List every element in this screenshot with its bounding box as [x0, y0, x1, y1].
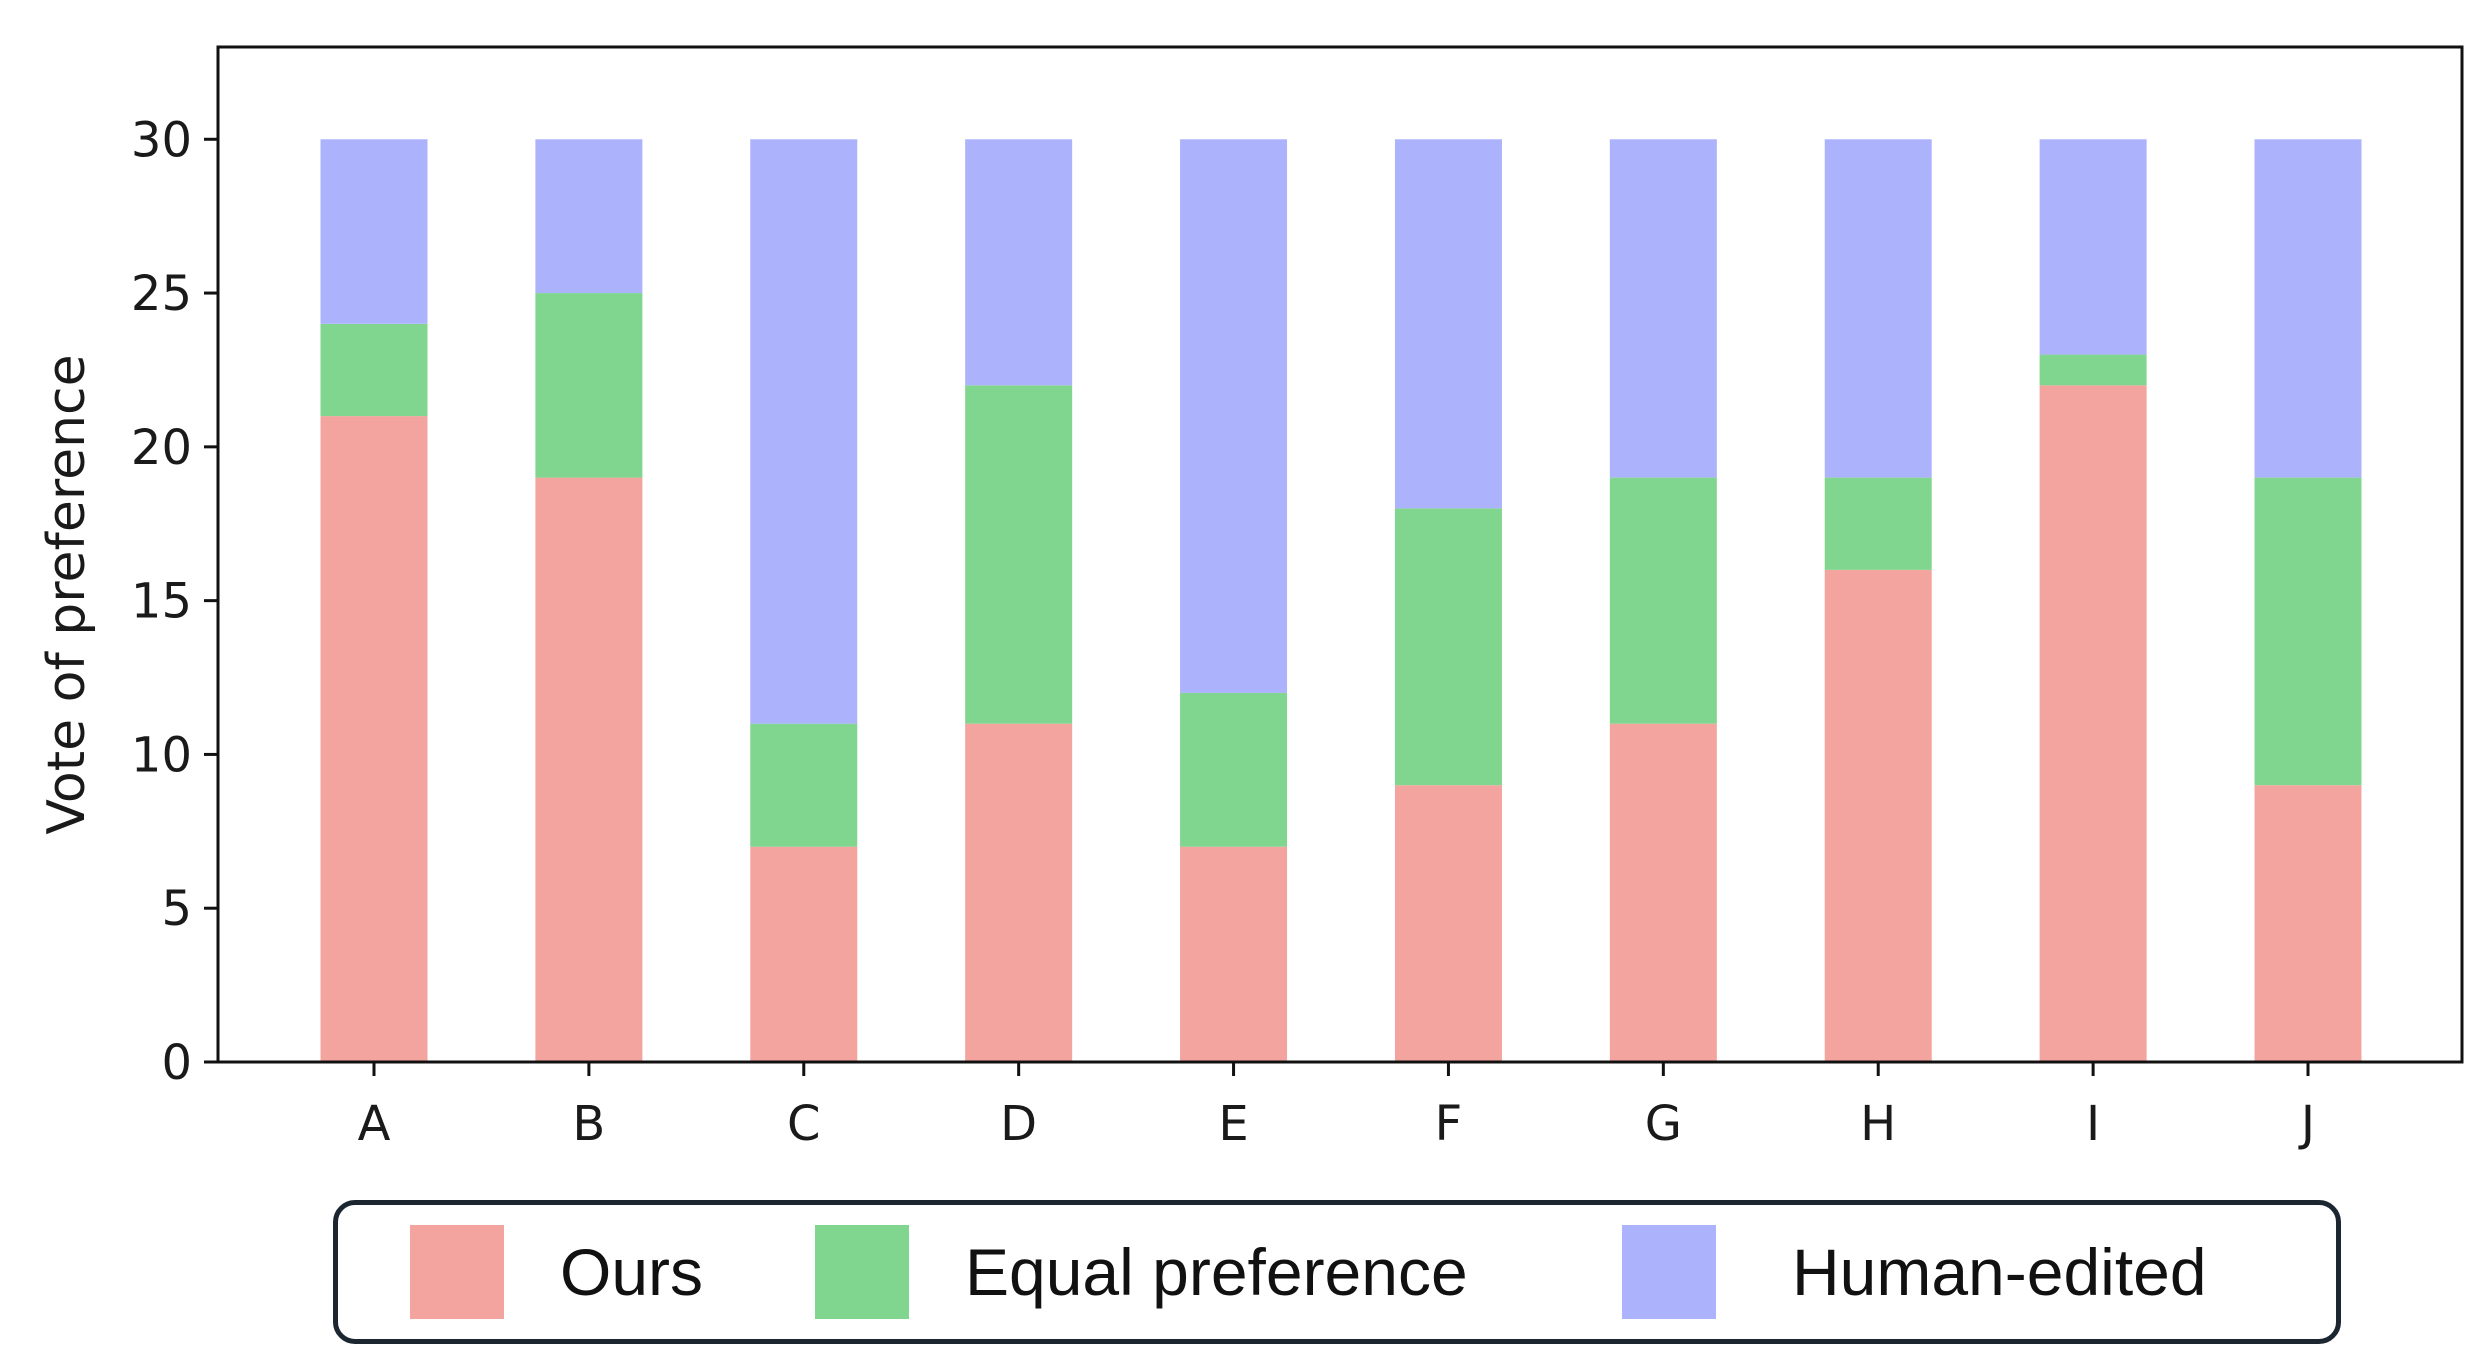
bar-equal-preference-j	[2254, 477, 2362, 786]
bar-human-edited-a	[320, 139, 428, 324]
y-tick-label-20: 20	[131, 420, 192, 476]
legend-swatch-human-edited	[1622, 1225, 1716, 1319]
x-tick-label-h: H	[1860, 1096, 1896, 1152]
bar-ours-a	[320, 416, 428, 1062]
legend-item-equal-preference: Equal preference	[815, 1205, 1468, 1339]
y-tick-label-10: 10	[131, 727, 192, 783]
bar-ours-b	[535, 477, 643, 1062]
y-axis: 0 5 10 15 20 25 30	[131, 112, 218, 1091]
x-tick-label-i: I	[2086, 1096, 2100, 1152]
bar-human-edited-j	[2254, 139, 2362, 478]
stacked-bar-chart: 0 5 10 15 20 25 30 A B C D E F G H I J Vote of preferen…	[37, 45, 2464, 1152]
x-tick-label-j: J	[2298, 1096, 2315, 1152]
legend-swatch-ours	[410, 1225, 504, 1319]
y-tick-label-5: 5	[161, 881, 192, 937]
y-tick-label-0: 0	[161, 1035, 192, 1091]
legend-label-ours: Ours	[560, 1235, 704, 1309]
bar-human-edited-i	[2039, 139, 2147, 355]
legend-swatch-equal-preference	[815, 1225, 909, 1319]
bar-ours-j	[2254, 785, 2362, 1062]
bar-ours-h	[1824, 569, 1932, 1062]
legend-item-ours: Ours	[410, 1205, 703, 1339]
bar-ours-c	[750, 846, 858, 1062]
y-tick-label-15: 15	[131, 574, 192, 630]
bar-equal-preference-c	[750, 723, 858, 847]
bar-ours-f	[1394, 785, 1502, 1062]
bar-human-edited-e	[1180, 139, 1288, 693]
bar-equal-preference-g	[1609, 477, 1717, 724]
x-tick-label-f: F	[1435, 1096, 1463, 1152]
x-tick-label-b: B	[572, 1096, 605, 1152]
bar-equal-preference-f	[1394, 508, 1502, 786]
bar-layer	[320, 139, 2362, 1062]
legend-item-human-edited: Human-edited	[1622, 1205, 2207, 1339]
y-tick-label-25: 25	[131, 266, 192, 322]
bar-ours-g	[1609, 723, 1717, 1062]
bar-equal-preference-b	[535, 293, 643, 478]
bar-ours-e	[1180, 846, 1288, 1062]
legend-label-human-edited: Human-edited	[1792, 1235, 2207, 1309]
bar-human-edited-d	[965, 139, 1073, 386]
x-tick-label-c: C	[787, 1096, 821, 1152]
bar-human-edited-c	[750, 139, 858, 724]
bar-ours-i	[2039, 385, 2147, 1062]
bar-human-edited-b	[535, 139, 643, 294]
legend-label-equal-preference: Equal preference	[965, 1235, 1468, 1309]
x-tick-label-a: A	[358, 1096, 391, 1152]
bar-equal-preference-i	[2039, 354, 2147, 386]
bar-equal-preference-d	[965, 385, 1073, 724]
x-tick-label-g: G	[1645, 1096, 1682, 1152]
chart-legend: Ours Equal preference Human-edited	[333, 1200, 2341, 1344]
y-tick-label-30: 30	[131, 112, 192, 168]
bar-human-edited-h	[1824, 139, 1932, 478]
y-axis-label: Vote of preference	[37, 354, 97, 834]
bar-human-edited-f	[1394, 139, 1502, 509]
bar-equal-preference-a	[320, 323, 428, 417]
bar-human-edited-g	[1609, 139, 1717, 478]
bar-equal-preference-e	[1180, 692, 1288, 847]
x-axis: A B C D E F G H I J	[358, 1062, 2315, 1152]
bar-equal-preference-h	[1824, 477, 1932, 570]
bar-ours-d	[965, 723, 1073, 1062]
plot-frame	[216, 45, 2464, 1064]
x-tick-label-e: E	[1218, 1096, 1248, 1152]
x-tick-label-d: D	[1000, 1096, 1037, 1152]
